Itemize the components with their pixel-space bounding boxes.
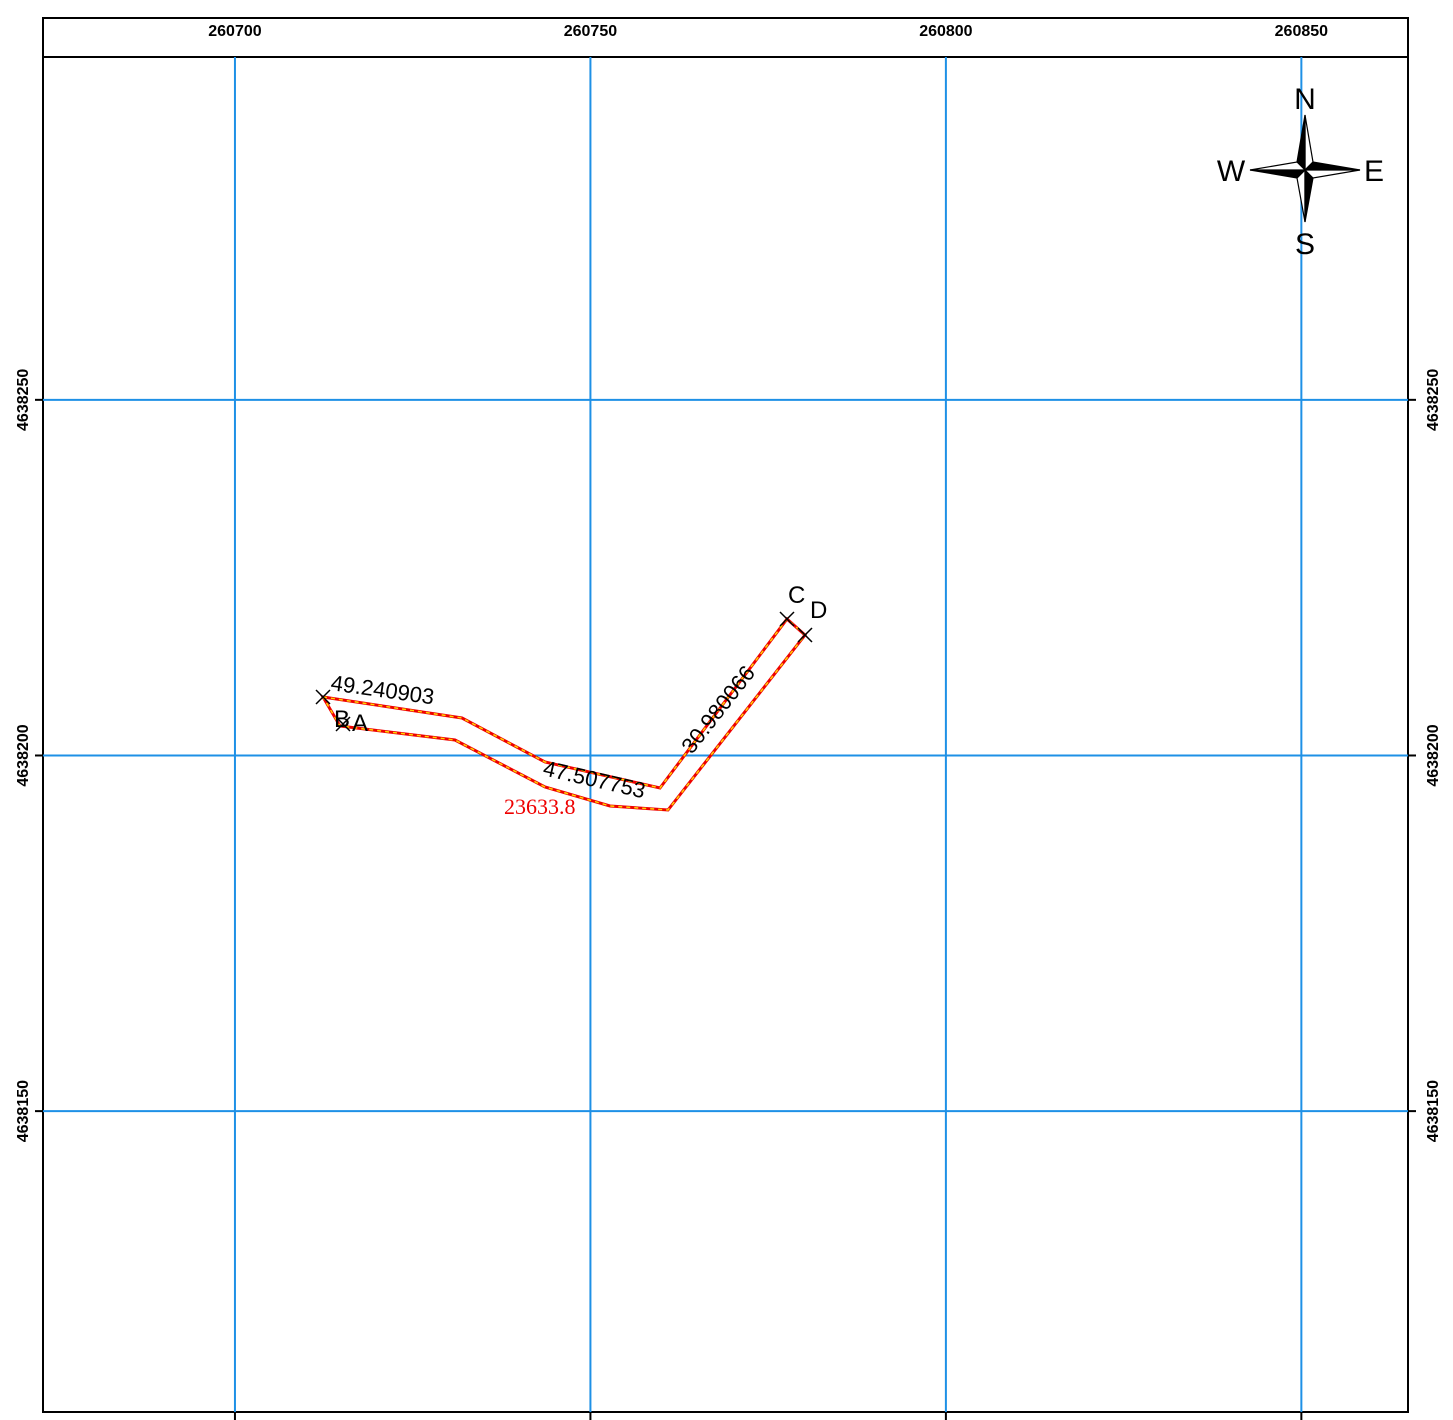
grid	[43, 57, 1408, 1412]
map-frame	[42, 17, 1409, 1413]
y-tick-label: 4638250	[1425, 369, 1442, 431]
x-tick-label: 260850	[1275, 23, 1328, 40]
area-label: 23633.8	[504, 794, 576, 819]
compass	[1249, 114, 1361, 223]
compass-label: N	[1294, 83, 1316, 116]
compass-label: W	[1217, 155, 1246, 188]
compass-label: S	[1295, 228, 1315, 261]
y-tick-label: 4638150	[15, 1080, 32, 1142]
y-tick-label: 4638200	[1425, 724, 1442, 786]
x-tick-label: 260750	[564, 23, 617, 40]
point-label: C	[788, 582, 805, 609]
point-label: A	[352, 710, 368, 737]
point-label: B	[334, 706, 350, 733]
parcel-outline-dash	[321, 617, 807, 811]
vertex-markers	[315, 611, 813, 732]
vertex-marker	[797, 627, 813, 643]
vertex-marker	[779, 611, 795, 627]
point-label: D	[810, 597, 827, 624]
x-tick-label: 260800	[919, 23, 972, 40]
x-tick-label: 260700	[208, 23, 261, 40]
compass-label: E	[1364, 155, 1384, 188]
vertex-marker	[335, 716, 351, 732]
y-tick-label: 4638200	[15, 724, 32, 786]
y-tick-label: 4638250	[15, 369, 32, 431]
segment-label: 49.240903	[329, 670, 435, 709]
vertex-marker	[315, 689, 331, 705]
y-tick-label: 4638150	[1425, 1080, 1442, 1142]
